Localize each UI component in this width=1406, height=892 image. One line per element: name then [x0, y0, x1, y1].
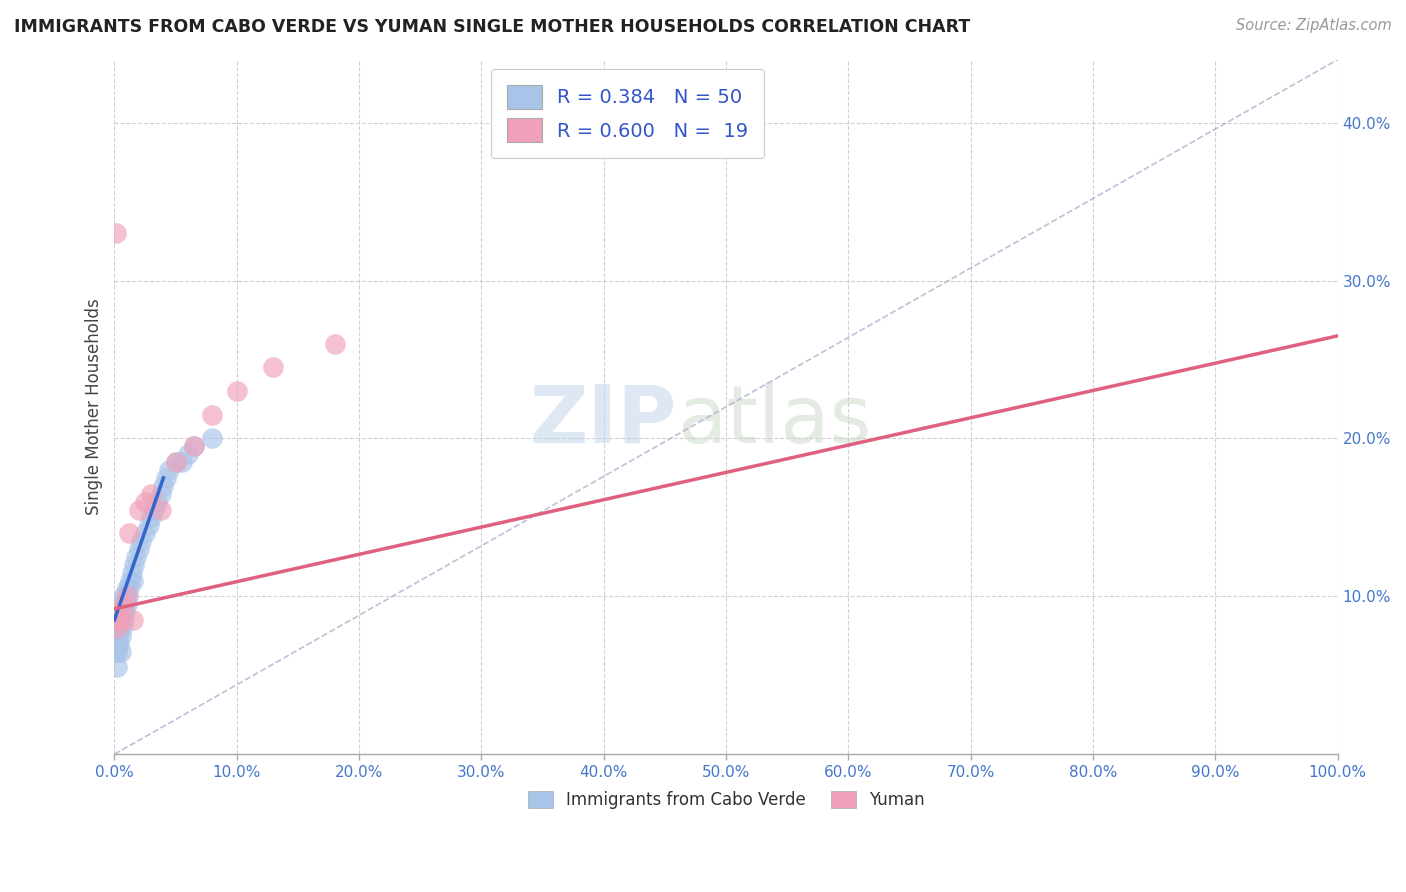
Point: [121, 574, 143, 588]
Y-axis label: Single Mother Households: Single Mother Households: [86, 299, 103, 516]
Point: [118, 582, 141, 596]
Point: [105, 660, 128, 674]
Point: [262, 360, 284, 375]
Point: [115, 590, 138, 604]
Point: [183, 439, 205, 453]
Point: [104, 644, 127, 658]
Point: [120, 574, 142, 588]
Point: [115, 597, 138, 611]
Point: [107, 613, 129, 627]
Point: [152, 479, 174, 493]
Point: [111, 597, 134, 611]
Point: [142, 502, 165, 516]
Point: [122, 558, 145, 572]
Point: [108, 621, 131, 635]
Point: [111, 605, 134, 619]
Point: [170, 455, 193, 469]
Point: [118, 526, 141, 541]
Point: [112, 613, 135, 627]
Point: [134, 494, 156, 508]
Point: [225, 384, 247, 398]
Text: Source: ZipAtlas.com: Source: ZipAtlas.com: [1236, 18, 1392, 33]
Point: [114, 590, 136, 604]
Point: [108, 637, 131, 651]
Legend: Immigrants from Cabo Verde, Yuman: Immigrants from Cabo Verde, Yuman: [520, 784, 931, 815]
Point: [110, 613, 132, 627]
Point: [121, 613, 143, 627]
Point: [107, 613, 129, 627]
Point: [111, 590, 134, 604]
Point: [139, 487, 162, 501]
Point: [201, 432, 224, 446]
Text: atlas: atlas: [678, 382, 872, 459]
Point: [110, 613, 132, 627]
Point: [105, 629, 128, 643]
Point: [111, 621, 134, 635]
Point: [111, 605, 134, 619]
Text: IMMIGRANTS FROM CABO VERDE VS YUMAN SINGLE MOTHER HOUSEHOLDS CORRELATION CHART: IMMIGRANTS FROM CABO VERDE VS YUMAN SING…: [14, 18, 970, 36]
Text: ZIP: ZIP: [530, 382, 678, 459]
Point: [159, 463, 181, 477]
Point: [114, 605, 136, 619]
Point: [125, 549, 148, 564]
Point: [112, 597, 135, 611]
Point: [104, 226, 127, 240]
Point: [107, 629, 129, 643]
Point: [108, 605, 131, 619]
Point: [121, 566, 143, 580]
Point: [155, 471, 177, 485]
Point: [165, 455, 187, 469]
Point: [165, 455, 187, 469]
Point: [323, 336, 346, 351]
Point: [107, 637, 129, 651]
Point: [201, 408, 224, 422]
Point: [149, 487, 172, 501]
Point: [107, 621, 129, 635]
Point: [146, 494, 169, 508]
Point: [104, 629, 127, 643]
Point: [115, 582, 138, 596]
Point: [110, 629, 132, 643]
Point: [105, 621, 128, 635]
Point: [128, 502, 150, 516]
Point: [108, 613, 131, 627]
Point: [105, 613, 128, 627]
Point: [138, 518, 160, 533]
Point: [117, 590, 139, 604]
Point: [149, 502, 172, 516]
Point: [110, 644, 132, 658]
Point: [134, 526, 156, 541]
Point: [177, 447, 200, 461]
Point: [112, 597, 135, 611]
Point: [139, 510, 162, 524]
Point: [183, 439, 205, 453]
Point: [131, 534, 153, 549]
Point: [105, 644, 128, 658]
Point: [128, 541, 150, 556]
